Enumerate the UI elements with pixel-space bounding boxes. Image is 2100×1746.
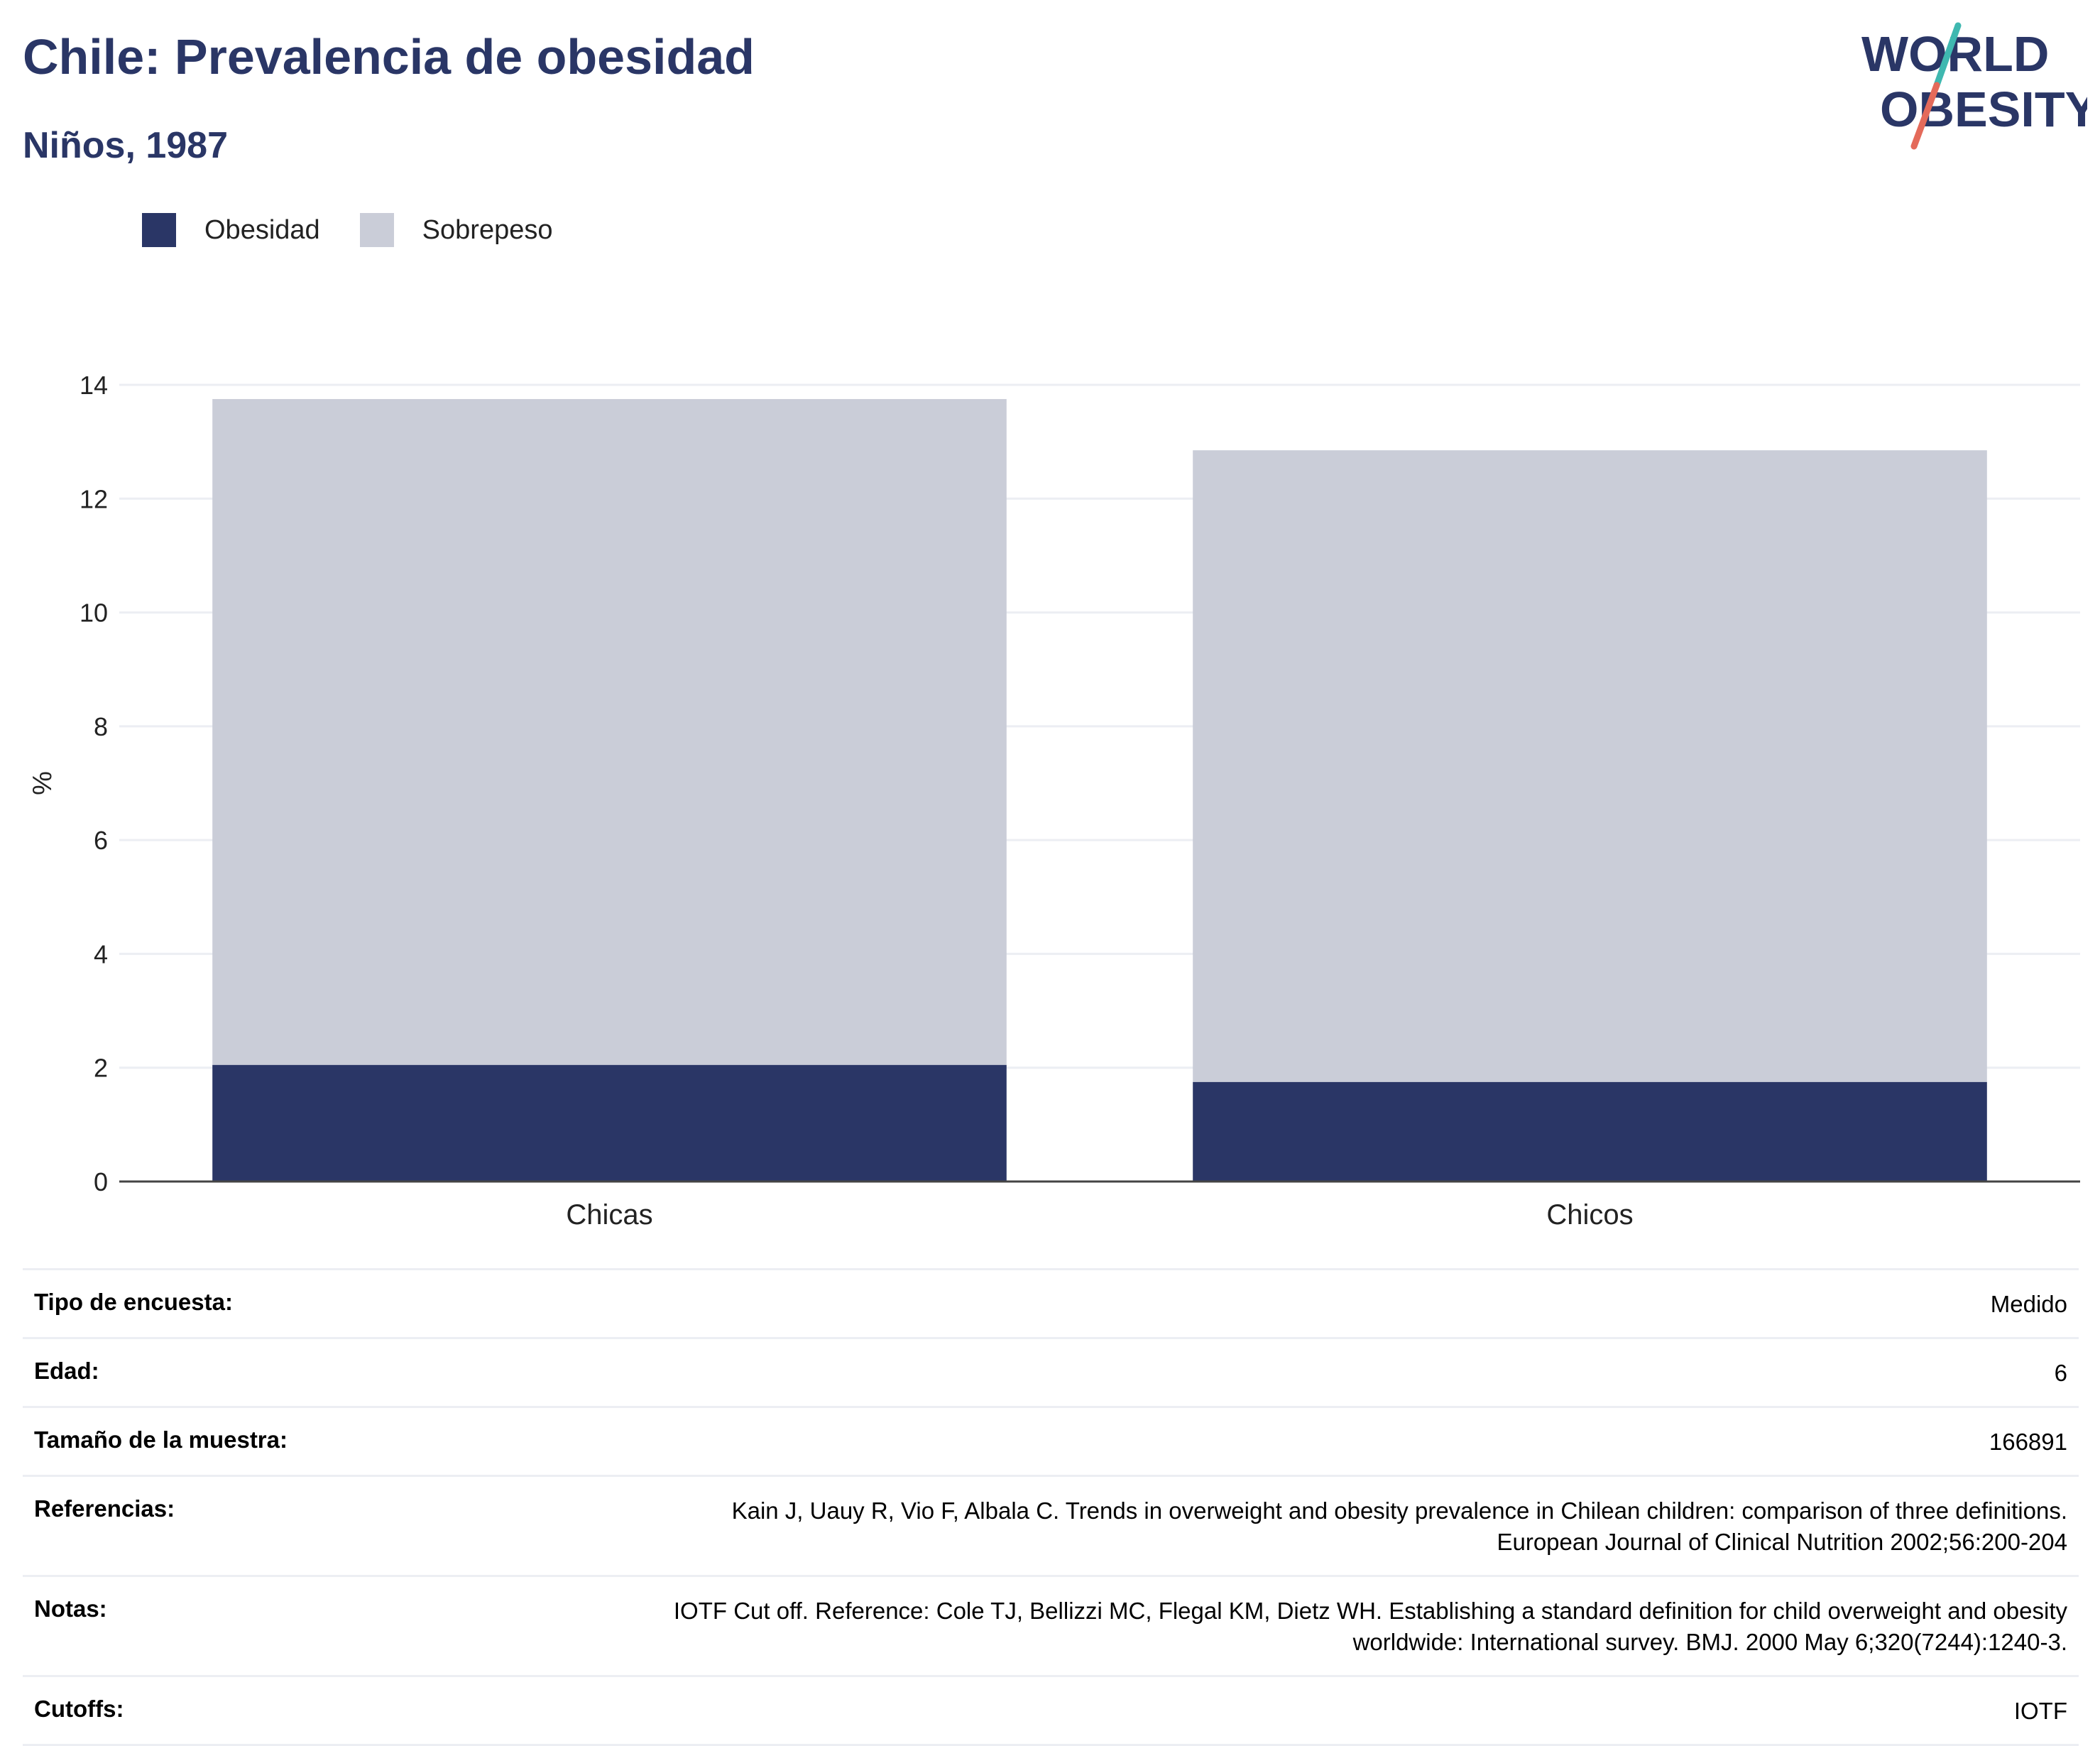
bar-chart: 0 2 4 6 8 10 12 14% Chicas Chicos bbox=[28, 371, 2080, 1231]
info-row: Cutoffs: IOTF bbox=[23, 1675, 2079, 1746]
info-row: Tipo de encuesta: Medido bbox=[23, 1268, 2079, 1337]
info-row-label: Referencias: bbox=[34, 1495, 175, 1522]
bar-obesidad-chicos bbox=[1193, 1081, 1987, 1182]
bar-sobrepeso-chicas bbox=[212, 399, 1007, 1065]
x-tick-label: Chicas bbox=[566, 1199, 652, 1231]
info-table: Tipo de encuesta: Medido Edad: 6 Tamaño de l… bbox=[23, 1268, 2079, 1746]
info-row-label: Cutoffs: bbox=[34, 1696, 124, 1722]
info-row-value: 166891 bbox=[1989, 1426, 2067, 1458]
y-tick-label: 10 bbox=[80, 599, 108, 628]
legend-swatch-obesidad bbox=[142, 213, 176, 247]
info-row-label: Tamaño de la muestra: bbox=[34, 1426, 288, 1453]
info-row-label: Tipo de encuesta: bbox=[34, 1289, 233, 1315]
bar-sobrepeso-chicos bbox=[1193, 450, 1987, 1082]
legend-item-obesidad[interactable]: Obesidad bbox=[142, 213, 320, 247]
x-tick-label: Chicos bbox=[1546, 1199, 1633, 1231]
legend-swatch-sobrepeso bbox=[359, 213, 394, 247]
legend-label-sobrepeso: Sobrepeso bbox=[422, 214, 553, 245]
y-axis-label: % bbox=[28, 771, 58, 795]
info-row-value-line: Medido bbox=[1990, 1291, 2067, 1317]
info-row-value-line: worldwide: International survey. BMJ. 20… bbox=[1352, 1629, 2067, 1655]
bar-obesidad-chicas bbox=[212, 1064, 1007, 1182]
info-row-value-line: 166891 bbox=[1989, 1429, 2067, 1455]
info-row: Referencias: Kain J, Uauy R, Vio F, Albal… bbox=[23, 1475, 2079, 1575]
info-row-label: Edad: bbox=[34, 1358, 99, 1384]
y-tick-label: 14 bbox=[80, 371, 108, 400]
legend-label-obesidad: Obesidad bbox=[204, 214, 320, 245]
info-row-value: 6 bbox=[2055, 1358, 2067, 1389]
y-tick-label: 8 bbox=[94, 712, 108, 741]
info-row-value-line: IOTF Cut off. Reference: Cole TJ, Belliz… bbox=[673, 1598, 2067, 1624]
chart-legend: Obesidad Sobrepeso bbox=[142, 210, 592, 250]
logo-line-2: OBESITY bbox=[1880, 82, 2087, 137]
info-row-value-line: Kain J, Uauy R, Vio F, Albala C. Trends … bbox=[731, 1497, 2067, 1524]
chart-title: Chile: Prevalencia de obesidad bbox=[23, 29, 755, 84]
y-tick-label: 4 bbox=[94, 939, 108, 969]
info-row-value-line: IOTF bbox=[2013, 1698, 2067, 1724]
y-tick-label: 0 bbox=[94, 1167, 108, 1196]
y-tick-label: 2 bbox=[94, 1054, 108, 1083]
world-obesity-logo: WORLD OBESITY bbox=[1861, 22, 2087, 150]
y-tick-label: 6 bbox=[94, 826, 108, 855]
y-tick-label: 12 bbox=[80, 484, 108, 513]
chart-subtitle: Niños, 1987 bbox=[23, 125, 229, 166]
info-row-value: IOTF Cut off. Reference: Cole TJ, Belliz… bbox=[674, 1595, 2067, 1658]
legend-item-sobrepeso[interactable]: Sobrepeso bbox=[359, 213, 553, 247]
info-row: Tamaño de la muestra: 166891 bbox=[23, 1406, 2079, 1475]
info-row-value: Kain J, Uauy R, Vio F, Albala C. Trends … bbox=[732, 1495, 2067, 1558]
info-row-value: Medido bbox=[1991, 1289, 2067, 1320]
info-row-value: IOTF bbox=[2014, 1696, 2067, 1727]
info-row-label: Notas: bbox=[34, 1595, 107, 1622]
info-row: Edad: 6 bbox=[23, 1337, 2079, 1406]
info-row-value-line: European Journal of Clinical Nutrition 2… bbox=[1497, 1529, 2067, 1555]
info-row: Notas: IOTF Cut off. Reference: Cole TJ, … bbox=[23, 1575, 2079, 1675]
info-row-value-line: 6 bbox=[2054, 1360, 2067, 1386]
